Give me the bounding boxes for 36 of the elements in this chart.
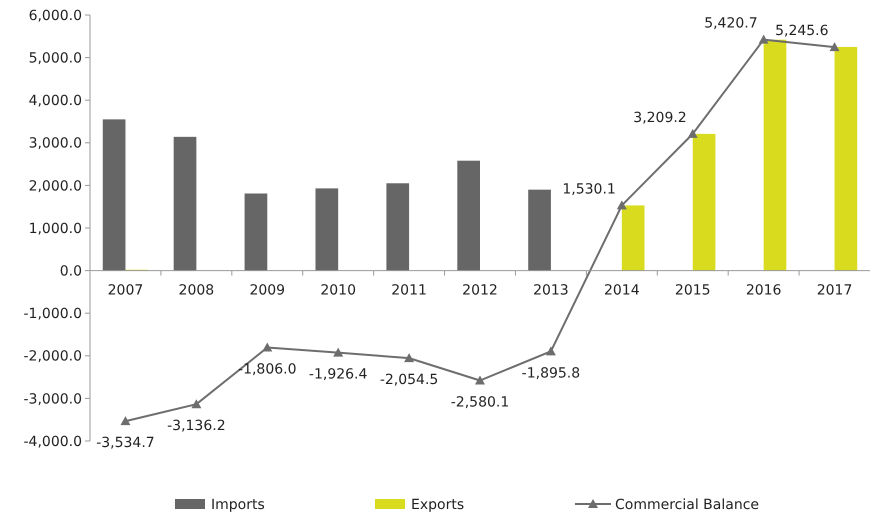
x-tick-label: 2015 (674, 282, 711, 299)
x-tick-label: 2010 (320, 282, 356, 299)
data-label: -2,580.1 (450, 394, 510, 411)
y-tick-label: 1,000.0 (28, 220, 82, 237)
x-tick-label: 2012 (462, 282, 498, 299)
x-tick-label: 2016 (746, 282, 782, 299)
y-tick-label: -3,000.0 (24, 391, 82, 408)
data-label: 5,420.7 (704, 16, 758, 32)
legend-label: Exports (411, 496, 464, 513)
y-tick-label: 4,000.0 (28, 93, 82, 110)
y-tick-label: 5,000.0 (28, 50, 82, 66)
x-tick-label: 2007 (108, 282, 144, 299)
x-tick-label: 2008 (178, 282, 214, 299)
data-label: -1,806.0 (238, 362, 297, 378)
data-label: 3,209.2 (633, 110, 687, 126)
data-label: -1,895.8 (522, 365, 580, 382)
x-tick-label: 2017 (816, 282, 852, 299)
y-tick-label: 6,000.0 (28, 8, 82, 24)
data-label: 1,530.1 (562, 181, 616, 198)
legend-label: Imports (211, 496, 265, 513)
y-tick-label: -4,000.0 (24, 434, 82, 450)
data-label: -1,926.4 (308, 366, 368, 383)
data-label: -2,054.5 (380, 372, 438, 388)
y-tick-label: 2,000.0 (28, 178, 82, 194)
y-tick-label: -2,000.0 (24, 348, 82, 365)
y-tick-label: 0.0 (60, 264, 82, 280)
x-tick-label: 2011 (391, 282, 427, 299)
legend-label: Commercial Balance (615, 496, 760, 513)
data-label: -3,534.7 (96, 435, 155, 452)
y-tick-label: -1,000.0 (24, 306, 82, 322)
x-tick-label: 2009 (249, 282, 286, 299)
x-tick-label: 2014 (604, 282, 640, 299)
data-label: 5,245.6 (775, 23, 829, 40)
y-tick-label: 3,000.0 (28, 136, 82, 152)
data-label: -3,136.2 (167, 418, 226, 434)
x-tick-label: 2013 (533, 282, 569, 299)
